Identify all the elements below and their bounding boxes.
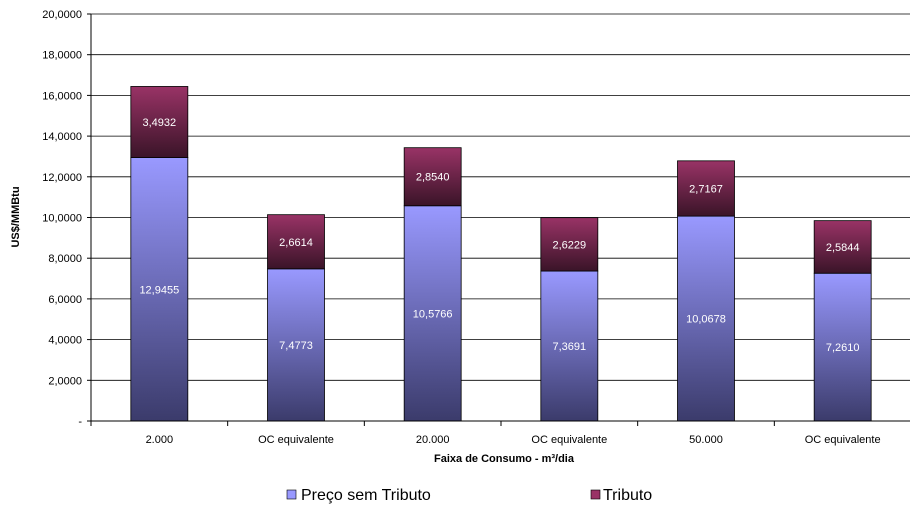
x-tick-label: 20.000 — [416, 434, 450, 446]
y-tick-label: 14,0000 — [42, 131, 82, 143]
y-tick-label: 20,0000 — [42, 9, 82, 21]
legend-label-preco-sem-tributo: Preço sem Tributo — [301, 487, 431, 504]
bar-segment — [403, 205, 462, 422]
data-label: 12,9455 — [139, 284, 179, 296]
y-tick-label: 8,0000 — [48, 253, 82, 265]
bar-segment — [540, 270, 599, 422]
data-label: 2,5844 — [826, 242, 860, 254]
y-tick-label: 4,0000 — [48, 335, 82, 347]
x-tick-label: OC equivalente — [531, 434, 607, 446]
legend-label-tributo: Tributo — [603, 487, 652, 504]
bar-segment — [813, 220, 872, 274]
y-tick-label: 18,0000 — [42, 50, 82, 62]
y-tick-label: - — [78, 416, 82, 428]
bar-segment — [267, 268, 325, 422]
bars: 12,9455 3,4932 7,4773 2,6614 10,5766 2,8540 7,… — [130, 86, 872, 422]
y-tick-label: 16,0000 — [42, 90, 82, 102]
data-label: 2,7167 — [689, 183, 723, 195]
legend-swatch-tributo — [590, 489, 601, 500]
y-axis-tick-labels: - 2,0000 4,0000 6,0000 8,0000 10,0000 12,0000 1… — [42, 9, 82, 428]
data-label: 7,4773 — [279, 340, 313, 352]
data-label: 10,5766 — [413, 308, 453, 320]
data-label: 3,4932 — [143, 117, 177, 129]
y-axis-title: US$/MMBtu — [10, 186, 22, 247]
bar-segment — [130, 157, 189, 422]
y-tick-label: 12,0000 — [42, 172, 82, 184]
x-tick-label: OC equivalente — [805, 434, 881, 446]
data-label: 10,0678 — [686, 314, 726, 326]
bar-segment — [130, 86, 189, 158]
y-tick-label: 10,0000 — [42, 213, 82, 225]
data-label: 7,3691 — [553, 341, 587, 353]
axes — [90, 14, 910, 426]
legend: Preço sem Tributo Tributo — [286, 487, 652, 504]
bar-segment — [677, 160, 735, 217]
y-tick-label: 6,0000 — [48, 294, 82, 306]
x-axis-title: Faixa de Consumo - m³/dia — [434, 453, 575, 465]
data-label: 2,6229 — [553, 239, 587, 251]
x-tick-label: 2.000 — [146, 434, 174, 446]
y-tick-label: 2,0000 — [48, 375, 82, 387]
data-label: 7,2610 — [826, 342, 860, 354]
x-axis-tick-labels: 2.000 OC equivalente 20.000 OC equivalente 5… — [146, 434, 881, 446]
x-tick-label: OC equivalente — [258, 434, 334, 446]
legend-swatch-preco-sem-tributo — [286, 489, 297, 500]
bar-segment — [403, 147, 462, 207]
data-label: 2,8540 — [416, 172, 450, 184]
bar-segment — [677, 215, 735, 422]
data-label: 2,6614 — [279, 237, 313, 249]
bar-segment — [267, 214, 325, 270]
x-tick-label: 50.000 — [689, 434, 723, 446]
bar-segment — [540, 217, 599, 272]
gridlines — [87, 13, 910, 422]
